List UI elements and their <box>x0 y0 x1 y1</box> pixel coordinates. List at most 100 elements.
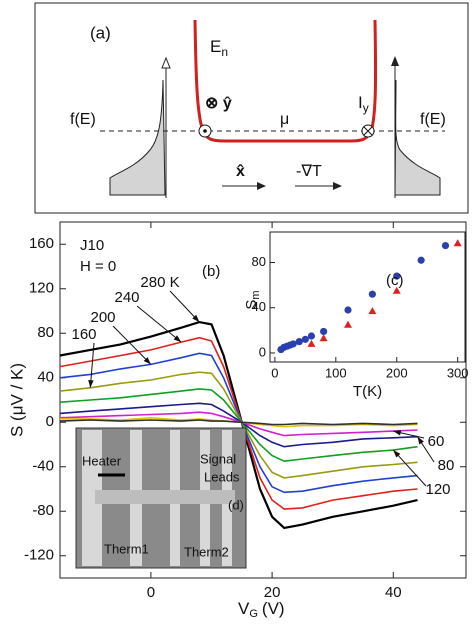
image-label: Therm1 <box>104 541 149 556</box>
y-tick-label: -120 <box>24 547 54 564</box>
data-point <box>453 239 462 247</box>
lead <box>82 430 102 566</box>
x-tick-label: 0 <box>271 365 278 380</box>
image-label: Therm2 <box>184 544 229 559</box>
annotation: J10 <box>80 237 104 254</box>
mu-label: μ <box>280 111 289 128</box>
x-tick-label: 0 <box>147 584 155 601</box>
y-tick-label: 160 <box>29 235 54 252</box>
edge-state-dot <box>203 129 207 133</box>
data-point <box>417 256 425 264</box>
data-point <box>368 290 376 298</box>
fermi-fill-right <box>394 79 441 196</box>
annotation-arrow <box>112 325 152 365</box>
arrow-head <box>257 182 266 190</box>
y-axis-label: S (μV / K) <box>7 363 26 437</box>
y-tick-label: -40 <box>32 458 54 475</box>
data-point <box>295 338 303 346</box>
text: V <box>238 599 250 618</box>
arrow-head <box>143 357 151 365</box>
y-tick-label: 0 <box>46 413 54 430</box>
annotation-arrow <box>392 449 427 487</box>
data-point <box>307 332 316 340</box>
y-tick-label: 0 <box>259 344 266 359</box>
data-point <box>393 272 401 280</box>
data-point <box>441 241 450 250</box>
x-tick-label: 300 <box>447 365 469 380</box>
arrow-head <box>393 430 402 436</box>
panel-label: (c) <box>386 272 404 289</box>
data-point <box>392 286 401 294</box>
panel-a: (a) En f(E) f(E) ⊗ ŷ μ Iy x̂ -∇T <box>34 2 469 214</box>
arrow-head <box>391 56 399 66</box>
annotation-arrow <box>136 305 182 343</box>
text: y <box>363 101 369 115</box>
y-tick-label: -80 <box>32 502 54 519</box>
x-hat-label: x̂ <box>236 163 245 180</box>
arrow-head <box>161 56 171 69</box>
y-tick-label: 80 <box>37 324 54 341</box>
image-label: Leads <box>204 469 240 484</box>
text: m <box>250 290 262 299</box>
arrow-head <box>393 450 401 458</box>
sample-bar <box>95 490 235 504</box>
x-axis-label: VG (V) <box>238 599 285 619</box>
fermi-fill-left <box>109 79 166 196</box>
series-label: 240 <box>114 289 139 306</box>
arrow-head <box>333 182 342 190</box>
energy-label: En <box>210 37 228 59</box>
series-label: 280 K <box>140 274 179 291</box>
series-label: 200 <box>90 309 115 326</box>
series-label: 160 <box>71 326 96 343</box>
gradient-label: -∇T <box>296 163 322 180</box>
y-axis-label: Sm <box>243 290 262 309</box>
inset-frame <box>269 231 466 363</box>
x-axis-label: T(K) <box>353 383 382 400</box>
data-point <box>319 334 328 342</box>
series-label: 60 <box>428 433 445 450</box>
data-point <box>368 307 377 315</box>
text: I <box>358 93 363 112</box>
arrow-head <box>192 314 200 323</box>
otimes-label: ⊗ ŷ <box>205 95 232 112</box>
current-label: Iy <box>358 93 369 115</box>
panel-c: 0 40 80 0 100 200 300 (c) T(K) Sm <box>243 231 469 400</box>
inset-image: (d) Heater Signal Leads Therm1 Therm2 <box>75 427 247 569</box>
data-point <box>301 335 309 343</box>
series-label: 80 <box>438 457 455 474</box>
data-point <box>307 339 316 347</box>
image-label: (d) <box>228 497 244 512</box>
annotation: H = 0 <box>80 258 116 275</box>
y-tick-label: 120 <box>29 280 54 297</box>
series-label: 120 <box>425 481 450 498</box>
x-tick-label: 20 <box>264 584 281 601</box>
data-point <box>320 327 328 336</box>
image-label: Heater <box>82 453 122 468</box>
panel-label: (a) <box>90 23 111 42</box>
edge-state-cross <box>363 126 373 136</box>
x-tick-label: 100 <box>325 365 347 380</box>
panel-label: (b) <box>202 263 220 280</box>
y-tick-label: 80 <box>252 254 266 269</box>
text: (V) <box>262 599 285 618</box>
data-point <box>344 320 352 328</box>
arrow-head <box>88 380 94 388</box>
text: n <box>221 45 228 59</box>
arrow-head <box>173 335 182 343</box>
x-tick-label: 200 <box>386 365 408 380</box>
fermi-label: f(E) <box>420 111 446 128</box>
data-point <box>289 340 297 348</box>
data-line <box>59 419 418 426</box>
data-point <box>344 306 352 314</box>
arrow-head <box>417 436 424 445</box>
image-label: Signal <box>200 451 236 466</box>
y-tick-label: 40 <box>252 299 266 314</box>
fermi-label: f(E) <box>70 111 96 128</box>
text: G <box>249 608 258 620</box>
x-tick-label: 40 <box>385 584 402 601</box>
text: S <box>243 300 260 310</box>
band-edge <box>193 19 378 143</box>
text: E <box>210 37 221 56</box>
